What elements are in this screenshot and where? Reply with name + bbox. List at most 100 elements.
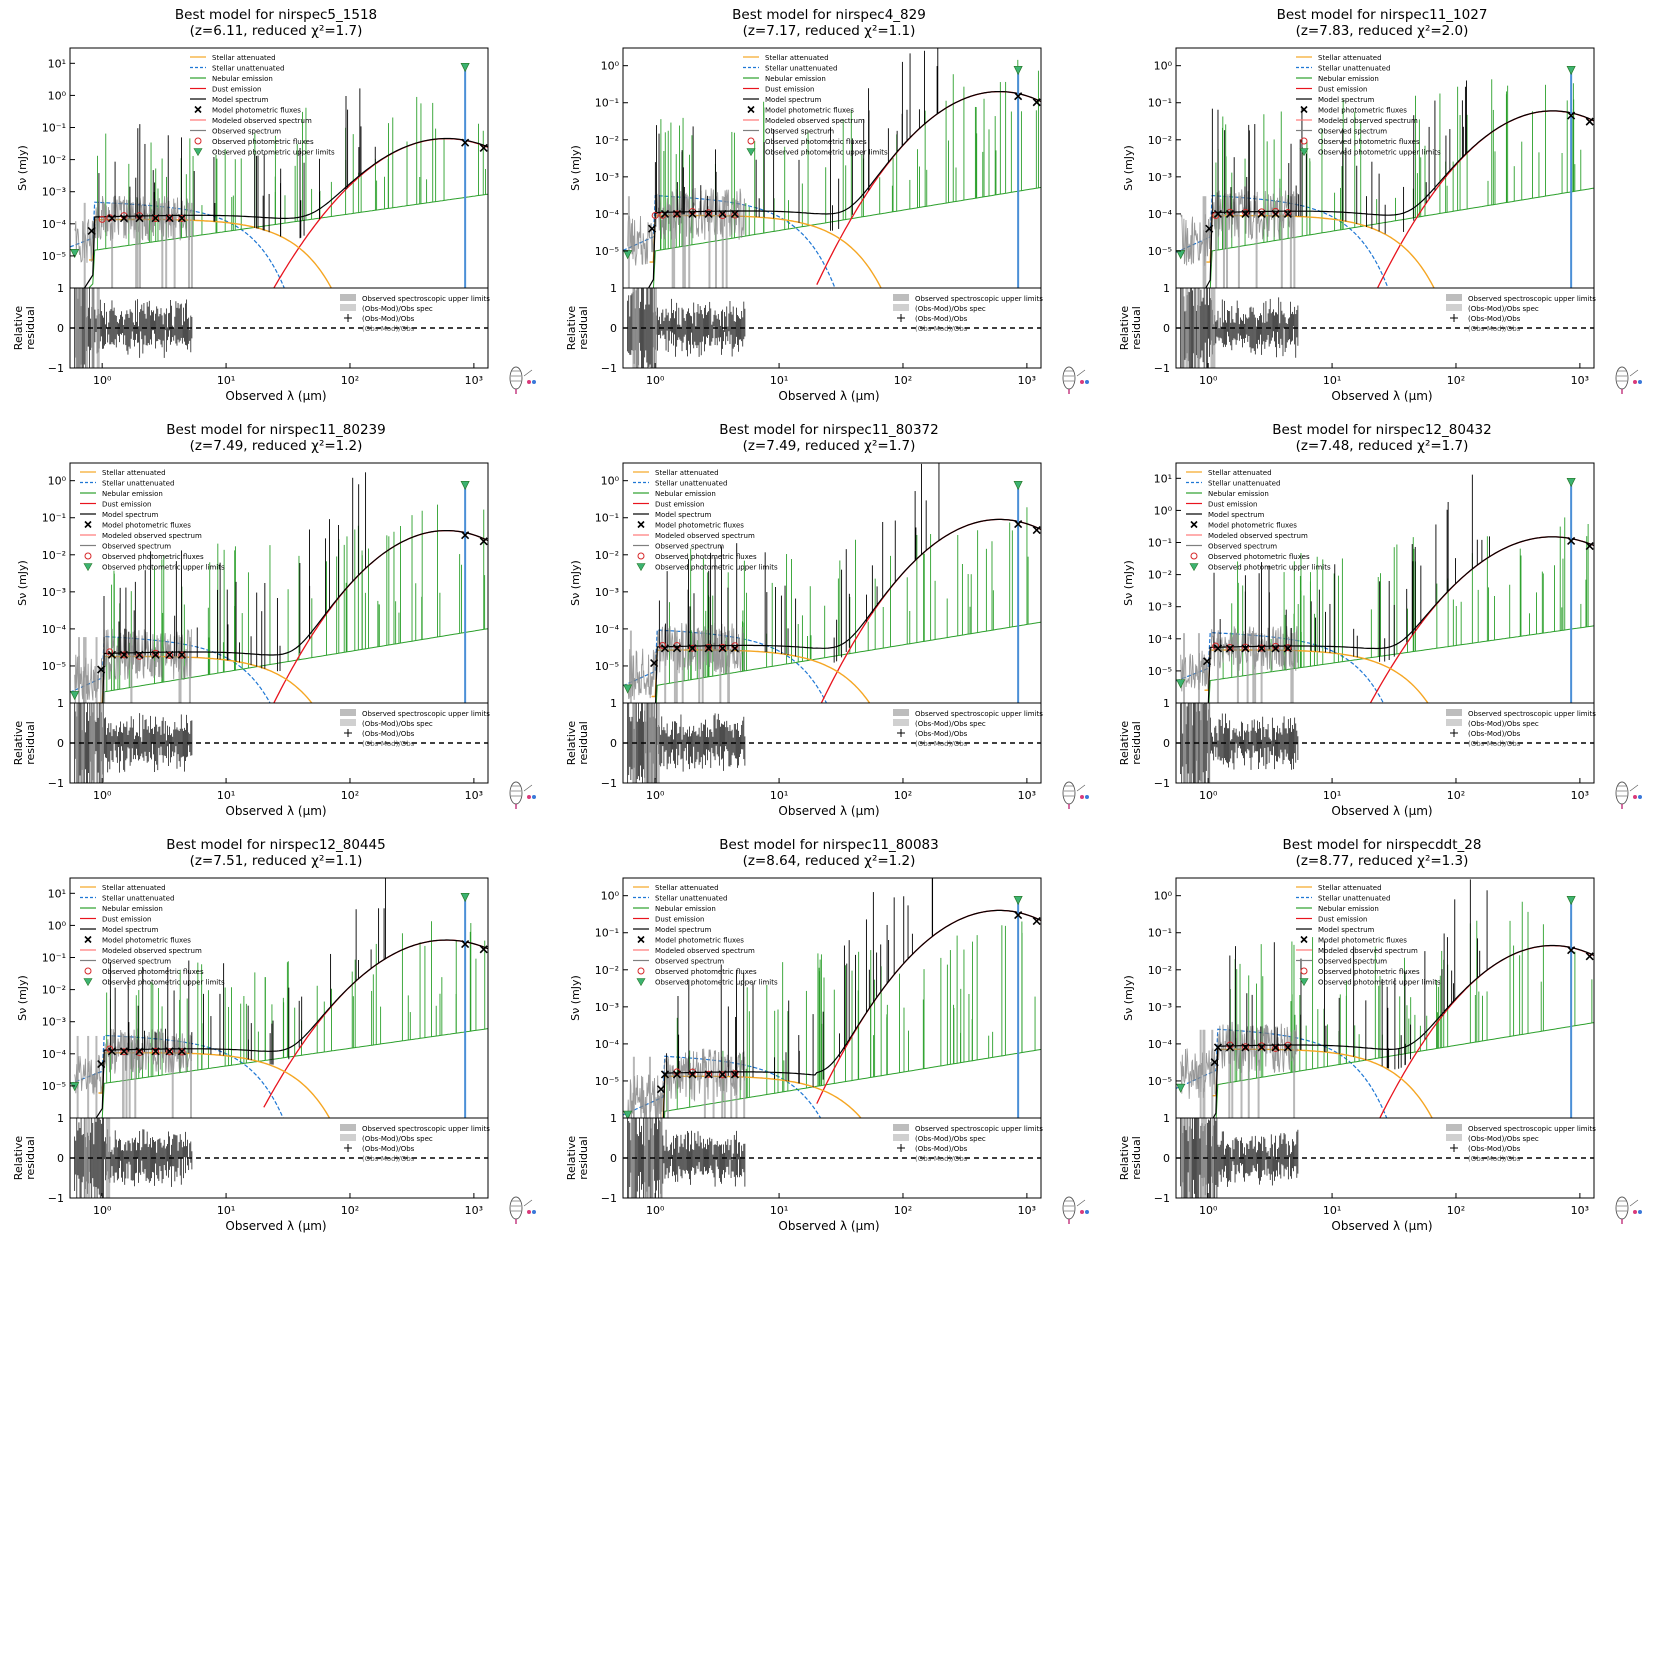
model-flux-point	[1283, 209, 1292, 218]
x-axis-label: Observed λ (μm)	[1331, 389, 1432, 403]
model-flux-point	[656, 1085, 666, 1094]
model-flux-point	[1257, 644, 1266, 653]
legend-label: Modeled observed spectrum	[102, 947, 202, 955]
y-tick-label: 10⁻²	[1148, 569, 1172, 582]
residual-axis-label: Relative	[12, 1136, 25, 1181]
residual-axis-label: residual	[1130, 306, 1143, 350]
legend-label: Model spectrum	[1208, 511, 1265, 519]
y-tick-label: 10⁻³	[1148, 171, 1172, 184]
chart-subtitle: (z=7.83, reduced χ²=2.0)	[1296, 23, 1469, 39]
upper-limit-marker	[70, 249, 80, 259]
sed-panel: Best model for nirspec11_80239 (z=7.49, r…	[0, 415, 553, 830]
observed-flux-point	[1258, 644, 1266, 652]
y-axis-label: Sν (mJy)	[1122, 975, 1135, 1021]
upper-limit-marker	[1176, 679, 1186, 689]
model-flux-point	[165, 214, 174, 223]
model-flux-point	[688, 644, 697, 653]
residual-axis-label: Relative	[565, 721, 578, 766]
legend-label: Stellar unattenuated	[102, 895, 174, 903]
sed-legend: Stellar attenuated Stellar unattenuated Ne…	[190, 54, 335, 157]
model-flux-point	[135, 650, 144, 659]
chart-subtitle: (z=7.49, reduced χ²=1.2)	[190, 438, 363, 454]
observed-upper-limits	[70, 62, 470, 259]
stellar-attenuated-line	[1206, 214, 1435, 288]
upper-limit-marker	[1013, 895, 1023, 906]
sed-legend: Stellar attenuated Stellar unattenuated Ne…	[80, 469, 225, 572]
residual-axis-label: residual	[1130, 721, 1143, 765]
legend-label: Dust emission	[655, 501, 704, 509]
y-tick-label: 10⁻²	[42, 154, 66, 167]
cigale-logo	[1615, 1196, 1642, 1224]
y-tick-label: 10⁻⁵	[595, 660, 619, 673]
legend-label: Observed photometric fluxes	[1318, 968, 1420, 976]
observed-upper-limits	[70, 892, 470, 1092]
residual-tick-label: 0	[610, 322, 617, 335]
legend-label: Observed photometric fluxes	[1318, 138, 1420, 146]
sed-chart: Best model for nirspecddt_28(z=8.77, red…	[1118, 837, 1642, 1233]
y-tick-label: 10⁻³	[42, 586, 66, 599]
legend-label: Model spectrum	[212, 96, 269, 104]
y-axis-label: Sν (mJy)	[569, 560, 582, 606]
nebular-continuum-line	[652, 186, 1041, 288]
model-flux-point	[107, 214, 117, 223]
model-emission-lines	[666, 878, 934, 1088]
observed-flux-point	[98, 215, 106, 223]
sed-plot-area	[623, 463, 1041, 703]
model-flux-point	[1241, 644, 1250, 653]
observed-flux-point	[152, 649, 160, 657]
x-tick-label: 10³	[1571, 789, 1589, 802]
model-flux-point	[650, 658, 659, 668]
upper-limit-marker	[1013, 65, 1023, 76]
sed-chart: Best model for nirspec11_80083(z=8.64, r…	[565, 837, 1089, 1233]
residual-legend: Observed spectroscopic upper limits (Obs-…	[340, 709, 490, 748]
legend-label: Observed spectrum	[1208, 543, 1277, 551]
x-tick-label: 10²	[341, 789, 359, 802]
chart-subtitle: (z=7.17, reduced χ²=1.1)	[743, 23, 916, 39]
legend-label: Observed spectrum	[212, 128, 281, 136]
x-tick-label: 10³	[1018, 1204, 1036, 1217]
nebular-continuum-line	[663, 1048, 1041, 1118]
legend-label: Modeled observed spectrum	[1208, 532, 1308, 540]
residual-tick-label: 1	[610, 282, 617, 295]
residual-legend-label: Observed spectroscopic upper limits	[1468, 1125, 1596, 1133]
residual-legend-label: (Obs-Mod)/Obs	[1468, 1155, 1521, 1163]
legend-label: Stellar attenuated	[1208, 469, 1272, 477]
residual-legend-label: (Obs-Mod)/Obs spec	[915, 1135, 986, 1143]
y-tick-label: 10⁻⁴	[42, 218, 67, 231]
y-tick-label: 10⁻¹	[595, 512, 619, 525]
x-tick-label: 10²	[894, 374, 912, 387]
y-tick-label: 10⁻⁴	[42, 1048, 67, 1061]
x-tick-label: 10⁰	[1199, 1204, 1218, 1217]
residual-tick-label: −1	[48, 777, 64, 790]
y-tick-label: 10⁰	[601, 475, 620, 488]
y-tick-label: 10⁻³	[1148, 601, 1172, 614]
legend-label: Dust emission	[1318, 86, 1367, 94]
legend-label: Stellar unattenuated	[1318, 65, 1390, 73]
sed-panel: Best model for nirspecddt_28 (z=8.77, red…	[1106, 830, 1659, 1245]
model-flux-point	[97, 665, 106, 674]
model-photometric-fluxes	[656, 911, 1041, 1094]
legend-label: Stellar attenuated	[655, 469, 719, 477]
residual-tick-label: −1	[601, 777, 617, 790]
sed-legend: Stellar attenuated Stellar unattenuated Ne…	[633, 884, 778, 987]
chart-title: Best model for nirspec11_1027	[1277, 7, 1488, 23]
y-tick-label: 10⁰	[601, 890, 620, 903]
sed-panel: Best model for nirspec4_829 (z=7.17, redu…	[553, 0, 1106, 415]
upper-limit-marker	[460, 480, 470, 491]
model-flux-point	[1225, 209, 1235, 218]
legend-label: Stellar unattenuated	[765, 65, 837, 73]
observed-flux-point	[166, 214, 174, 222]
sed-chart: Best model for nirspec11_1027(z=7.83, re…	[1118, 7, 1642, 403]
model-flux-point	[1032, 526, 1041, 535]
residual-tick-label: 0	[57, 1152, 64, 1165]
chart-subtitle: (z=7.51, reduced χ²=1.1)	[190, 853, 363, 869]
y-tick-label: 10⁻⁴	[1148, 208, 1173, 221]
x-tick-label: 10¹	[770, 1204, 788, 1217]
legend-label: Dust emission	[102, 501, 151, 509]
residual-tick-label: −1	[601, 362, 617, 375]
residual-legend: Observed spectroscopic upper limits (Obs-…	[1446, 294, 1596, 333]
sed-plot-area	[1176, 474, 1594, 703]
y-axis-label: Sν (mJy)	[1122, 145, 1135, 191]
legend-label: Modeled observed spectrum	[655, 947, 755, 955]
legend-label: Observed spectrum	[655, 543, 724, 551]
